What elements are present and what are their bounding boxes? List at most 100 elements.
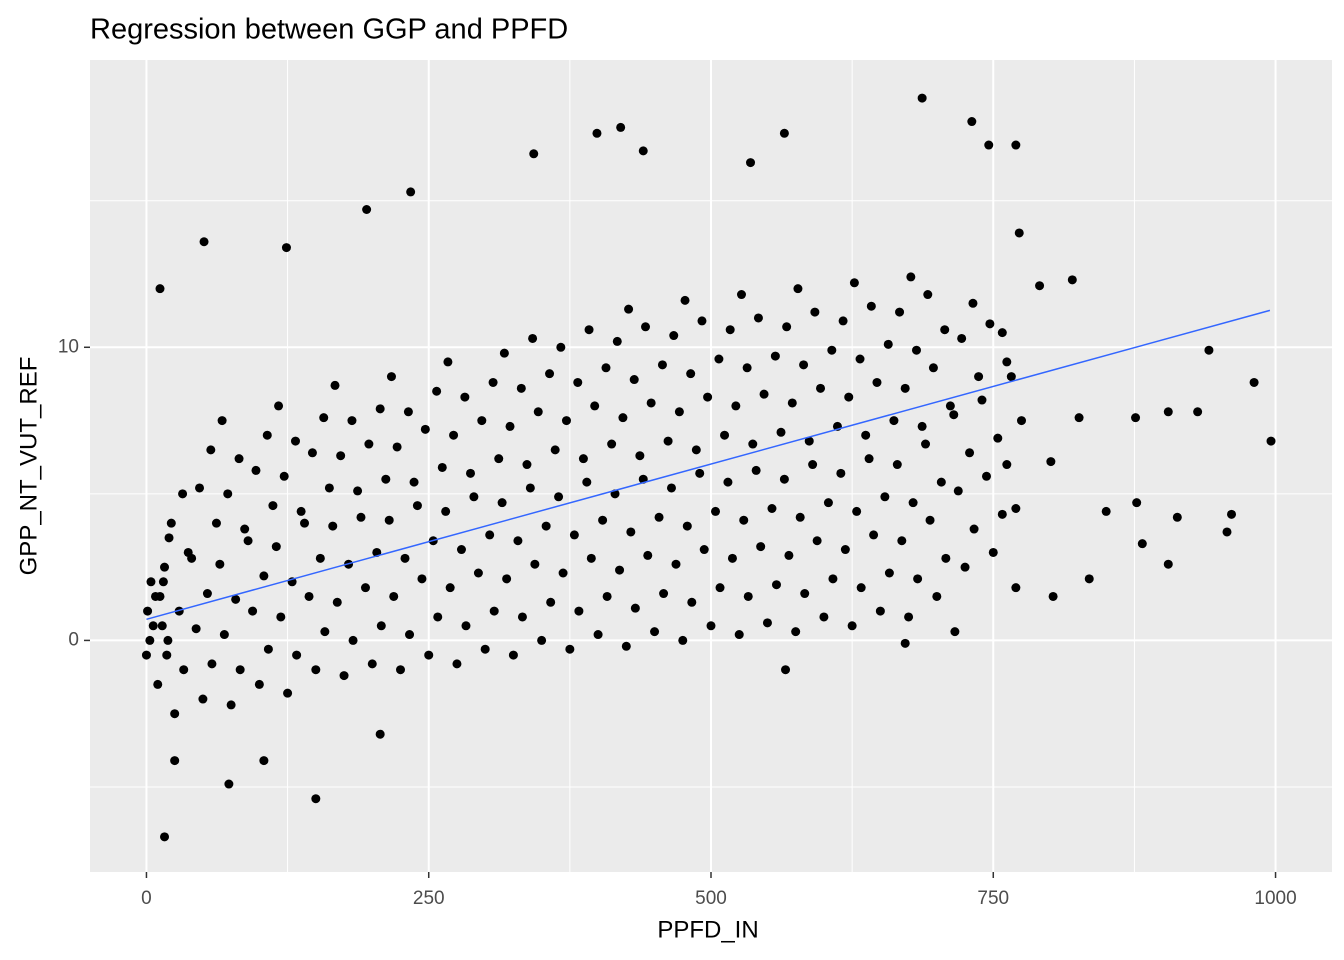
point — [1014, 228, 1024, 238]
point — [1172, 512, 1182, 522]
point — [1132, 498, 1142, 508]
point — [706, 621, 716, 631]
point — [615, 565, 625, 575]
point — [900, 383, 910, 393]
point — [984, 140, 994, 150]
point — [530, 559, 540, 569]
point — [304, 591, 314, 601]
point — [441, 506, 451, 516]
point — [638, 146, 648, 156]
point — [166, 518, 176, 528]
point — [612, 336, 622, 346]
point — [852, 506, 862, 516]
point — [940, 325, 950, 335]
point — [219, 630, 229, 640]
point — [488, 377, 498, 387]
point — [872, 377, 882, 387]
point — [163, 635, 173, 645]
point — [723, 477, 733, 487]
point — [782, 322, 792, 332]
point — [392, 442, 402, 452]
point — [164, 533, 174, 543]
point — [977, 395, 987, 405]
y-tick-label: 10 — [58, 336, 79, 357]
point — [412, 501, 422, 511]
point — [240, 524, 250, 534]
point — [646, 398, 656, 408]
point — [324, 483, 334, 493]
point — [528, 333, 538, 343]
point — [895, 307, 905, 317]
point — [795, 512, 805, 522]
point — [616, 122, 626, 132]
point — [353, 486, 363, 496]
point — [480, 644, 490, 654]
point — [191, 624, 201, 634]
point — [215, 559, 225, 569]
point — [554, 492, 564, 502]
point — [593, 630, 603, 640]
point — [659, 589, 669, 599]
point — [1101, 506, 1111, 516]
point — [1017, 416, 1026, 426]
point — [376, 621, 386, 631]
point — [779, 128, 789, 138]
point — [889, 416, 899, 426]
point — [819, 612, 829, 622]
point — [746, 158, 756, 168]
point — [838, 316, 848, 326]
point — [650, 627, 660, 637]
point — [950, 627, 960, 637]
point — [904, 612, 914, 622]
point — [259, 571, 269, 581]
trend-line — [146, 309, 1271, 621]
point — [762, 618, 772, 628]
point — [787, 398, 797, 408]
x-tick-label: 1000 — [1254, 888, 1296, 909]
point — [449, 430, 459, 440]
point — [274, 401, 284, 411]
point — [405, 630, 415, 640]
point — [254, 679, 264, 689]
point — [545, 369, 555, 379]
point — [259, 756, 269, 766]
point — [497, 498, 507, 508]
point — [1074, 413, 1084, 423]
point — [864, 454, 874, 464]
point — [569, 530, 579, 540]
point — [517, 612, 527, 622]
point — [1084, 574, 1094, 584]
point — [799, 360, 809, 370]
point — [908, 498, 918, 508]
point — [1035, 281, 1045, 291]
point — [997, 509, 1007, 519]
point — [629, 375, 639, 385]
point — [400, 553, 410, 563]
point — [558, 568, 568, 578]
point — [276, 612, 286, 622]
point — [997, 328, 1007, 338]
point — [1163, 407, 1173, 417]
point — [234, 454, 244, 464]
point — [489, 606, 499, 616]
point — [499, 348, 509, 358]
point — [550, 445, 560, 455]
point — [443, 357, 453, 367]
point — [409, 477, 419, 487]
point — [736, 290, 746, 300]
point — [155, 284, 165, 294]
point — [574, 606, 584, 616]
point — [985, 319, 995, 329]
point — [516, 383, 526, 393]
point — [917, 93, 927, 103]
point — [347, 416, 357, 426]
point — [307, 448, 317, 458]
point — [433, 612, 443, 622]
point — [923, 290, 933, 300]
point — [198, 694, 208, 704]
point — [561, 416, 571, 426]
point — [727, 553, 737, 563]
point — [671, 559, 681, 569]
point — [913, 574, 923, 584]
